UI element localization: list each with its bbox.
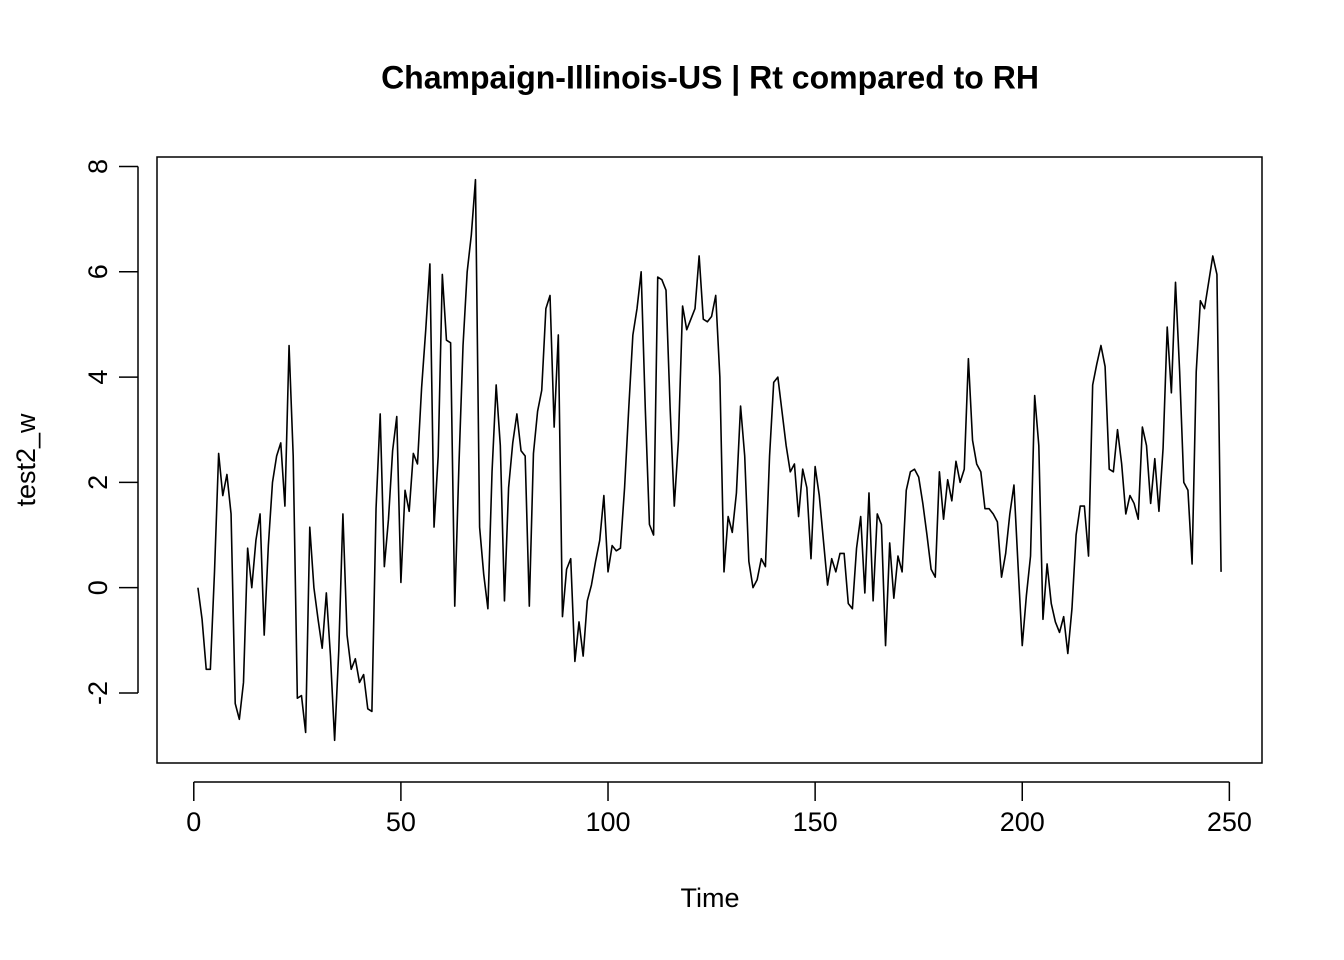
x-tick-label: 200 (1000, 807, 1045, 837)
x-tick-label: 50 (386, 807, 416, 837)
series-line (197, 178, 1222, 742)
chart-title: Champaign-Illinois-US | Rt compared to R… (381, 59, 1039, 95)
y-axis-label: test2_w (11, 413, 41, 507)
y-tick-label: 8 (83, 159, 113, 174)
x-tick-label: 0 (186, 807, 201, 837)
y-tick-label: 2 (83, 475, 113, 490)
y-tick-label: -2 (83, 681, 113, 705)
y-tick-label: 0 (83, 580, 113, 595)
x-tick-label: 250 (1207, 807, 1252, 837)
y-tick-label: 6 (83, 264, 113, 279)
y-tick-label: 4 (83, 370, 113, 385)
plot-frame (156, 156, 1263, 764)
x-axis-label: Time (681, 883, 740, 913)
x-tick-label: 150 (793, 807, 838, 837)
x-tick-label: 100 (585, 807, 630, 837)
